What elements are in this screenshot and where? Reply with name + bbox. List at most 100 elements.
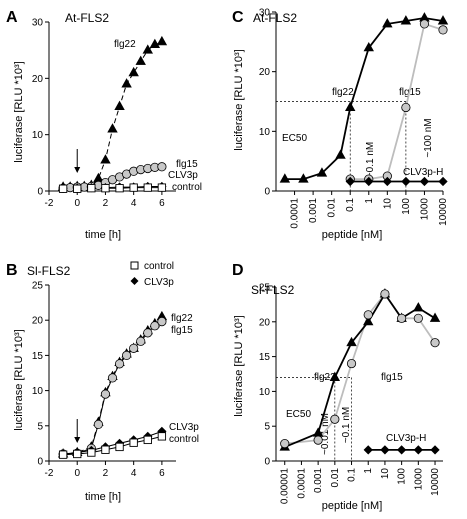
series-clv3p-h (345, 176, 448, 187)
panel-c-label-clv3p-h: CLV3p-H (403, 167, 443, 178)
x-tick-label: 0.0001 (296, 468, 307, 499)
panel-d: D Sl-FLS2 luciferase [RLU *10³] peptide … (232, 262, 426, 512)
series-flg15 (280, 289, 440, 449)
data-point (363, 315, 374, 326)
panel-b-letter: B (6, 262, 18, 279)
x-tick-label: 100 (397, 468, 408, 485)
arrow-icon (74, 149, 81, 173)
data-point (397, 313, 407, 323)
data-point (149, 38, 161, 49)
data-point (100, 389, 111, 399)
data-point (129, 343, 139, 353)
panel-d-ec50-value-1: ~0.01 nM (320, 413, 331, 455)
data-point (345, 176, 355, 187)
arrow-head (74, 167, 81, 173)
data-point (298, 173, 309, 183)
panel-b-ylabel: luciferase [RLU *10³] (13, 329, 25, 431)
data-point (157, 432, 167, 441)
x-tick-label: 100 (401, 198, 412, 215)
panel-d-title: Sl-FLS2 (251, 283, 295, 297)
data-point (438, 176, 448, 187)
y-tick-label: 0 (264, 187, 270, 198)
data-point (437, 15, 449, 25)
data-point (413, 302, 424, 312)
panel-b: B Sl-FLS2 luciferase [RLU *10³] time [h]… (6, 261, 199, 503)
panel-d-letter: D (232, 262, 244, 279)
x-tick-label: 0.1 (347, 468, 358, 482)
panel-d-ec50-label: EC50 (286, 409, 311, 420)
panel-b-label-flg22: flg22 (171, 313, 193, 324)
data-point (397, 445, 407, 455)
x-tick-label: 1000 (419, 198, 430, 221)
x-tick-label: 0 (74, 468, 80, 479)
data-point (400, 15, 412, 25)
x-tick-label: 4 (131, 468, 137, 479)
data-point (279, 173, 291, 183)
data-point (438, 25, 448, 35)
data-point (346, 358, 357, 369)
data-point (143, 328, 153, 338)
data-point (429, 312, 441, 322)
data-point (107, 373, 118, 383)
x-tick-label: 2 (103, 468, 109, 479)
y-tick-label: 0 (37, 187, 43, 198)
y-tick-label: 30 (32, 18, 44, 29)
x-tick-label: -2 (45, 468, 54, 479)
data-point (150, 321, 160, 331)
y-tick-label: 10 (259, 387, 271, 398)
data-point (345, 101, 356, 111)
x-tick-label: 1 (364, 198, 375, 204)
x-tick-label: 6 (159, 198, 165, 209)
data-point (419, 19, 430, 29)
legend-diamond-marker (130, 277, 139, 285)
series-line-flg22 (284, 292, 436, 448)
series-control (58, 432, 167, 459)
x-tick-label: 1000 (413, 468, 424, 491)
data-point (93, 419, 103, 429)
panel-a-label-flg22: flg22 (114, 39, 136, 50)
legend-square-marker (130, 261, 139, 270)
data-point (413, 313, 423, 323)
x-tick-label: 4 (131, 198, 137, 209)
y-tick-label: 20 (32, 316, 44, 327)
x-tick-label: 0.0001 (290, 198, 301, 229)
chart-c: 0 10 20 30 0.0001 0.001 0.01 0.1 1 10 100 1000 10000 (259, 8, 449, 229)
data-point (101, 445, 110, 454)
panel-d-label-clv3p-h: CLV3p-H (386, 433, 426, 444)
data-point (73, 449, 82, 459)
y-tick-label: 20 (259, 67, 271, 78)
panel-d-ylabel: luciferase [RLU *10³] (233, 315, 245, 417)
data-point (329, 371, 341, 381)
panel-a-ylabel: luciferase [RLU *10³] (13, 61, 25, 163)
data-point (363, 310, 373, 320)
x-tick-label: -2 (45, 198, 54, 209)
panel-b-xlabel: time [h] (85, 491, 121, 503)
y-tick-label: 5 (264, 422, 270, 433)
data-point (157, 317, 167, 327)
data-point (100, 154, 111, 164)
panel-c-xlabel: peptide [nM] (322, 229, 383, 241)
x-tick-label: 0.001 (313, 468, 324, 493)
data-point (87, 448, 96, 457)
data-point (380, 445, 390, 455)
arrow-head (74, 437, 81, 443)
series-line-flg22 (284, 17, 444, 181)
panel-c-title: At-FLS2 (253, 11, 297, 25)
y-tick-label: 5 (37, 421, 43, 432)
panel-a: A At-FLS2 luciferase [RLU *10³] time [h]… (6, 9, 202, 241)
data-point (156, 35, 168, 46)
data-point (382, 176, 392, 187)
data-point (114, 359, 125, 369)
data-point (380, 289, 390, 299)
panel-c-ec50-label: EC50 (282, 133, 307, 144)
x-tick-label: 6 (159, 468, 165, 479)
y-tick-label: 10 (32, 386, 44, 397)
data-point (430, 338, 440, 348)
panel-c-ec50-value-2: ~100 nM (423, 118, 434, 157)
x-tick-label: 2 (103, 198, 109, 209)
y-tick-label: 20 (32, 74, 44, 85)
data-point (58, 184, 68, 193)
panel-a-label-control: control (172, 182, 202, 193)
x-tick-label: 0.1 (345, 198, 356, 212)
